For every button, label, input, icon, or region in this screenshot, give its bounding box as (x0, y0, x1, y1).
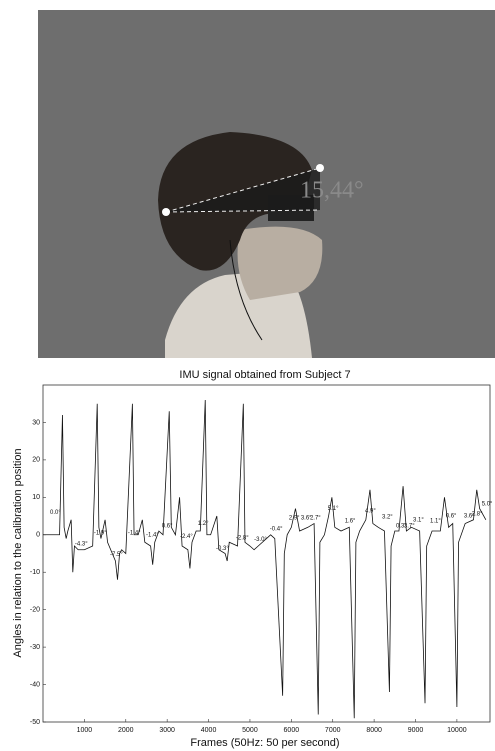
angle-annotation: -2.4° (180, 534, 193, 540)
angle-annotation: 4.9° (365, 508, 376, 514)
x-tick-label: 8000 (366, 727, 382, 734)
y-tick-label: -10 (30, 569, 40, 576)
angle-annotation: 1.2° (198, 521, 209, 527)
angle-annotation: -1.9° (94, 530, 107, 536)
y-tick-label: -20 (30, 607, 40, 614)
angle-annotation: 1.6° (345, 519, 356, 525)
x-tick-label: 1000 (77, 727, 93, 734)
x-tick-label: 10000 (447, 727, 467, 734)
angle-annotation: 5.0° (482, 501, 493, 507)
angle-annotation: -2.8° (236, 535, 249, 541)
y-axis-label: Angles in relation to the calibration po… (12, 448, 24, 657)
marker (316, 164, 324, 172)
x-axis-label: Frames (50Hz: 50 per second) (190, 737, 339, 749)
x-tick-label: 2000 (118, 727, 134, 734)
angle-annotation: 2.9° (289, 516, 300, 522)
angle-label: 15,44° (300, 178, 364, 204)
angle-annotation: -3.0° (254, 537, 267, 543)
x-tick-label: 3000 (159, 727, 175, 734)
angle-annotation: -0.4° (270, 526, 283, 532)
y-tick-label: -40 (30, 681, 40, 688)
angle-annotation: 2.8° (472, 511, 483, 517)
y-tick-label: 20 (32, 457, 40, 464)
y-tick-label: 30 (32, 419, 40, 426)
chart-title: IMU signal obtained from Subject 7 (179, 369, 350, 381)
angle-annotation: 0.6° (446, 514, 457, 520)
angle-annotation: 1.1° (430, 519, 441, 525)
angle-annotation: -7.5° (110, 552, 123, 558)
x-tick-label: 6000 (284, 727, 300, 734)
angle-annotation: 0.0° (50, 510, 61, 516)
y-tick-label: -30 (30, 644, 40, 651)
angle-annotation: 3.1° (413, 517, 424, 523)
angle-annotation: 3.2° (382, 514, 393, 520)
x-tick-label: 5000 (242, 727, 258, 734)
angle-annotation: 2.7° (310, 516, 321, 522)
angle-annotation: -1.4° (146, 532, 159, 538)
angle-annotation: 3.7° (404, 523, 415, 529)
marker (162, 208, 170, 216)
signal-line (43, 400, 486, 718)
photo: 15,44° (38, 10, 495, 358)
figure: 15,44° IMU signal obtained from Subject … (0, 0, 495, 751)
x-tick-label: 9000 (408, 727, 424, 734)
x-tick-label: 4000 (201, 727, 217, 734)
angle-annotation: -1.4° (128, 530, 141, 536)
angle-annotation: -0.3° (216, 546, 229, 552)
angle-annotation: -4.3° (75, 542, 88, 548)
x-tick-label: 7000 (325, 727, 341, 734)
angle-annotation: 5.1° (328, 506, 339, 512)
angle-annotation: 0.6° (162, 523, 173, 529)
y-tick-label: 0 (36, 532, 40, 539)
y-tick-label: 10 (32, 494, 40, 501)
y-tick-label: -50 (30, 719, 40, 726)
